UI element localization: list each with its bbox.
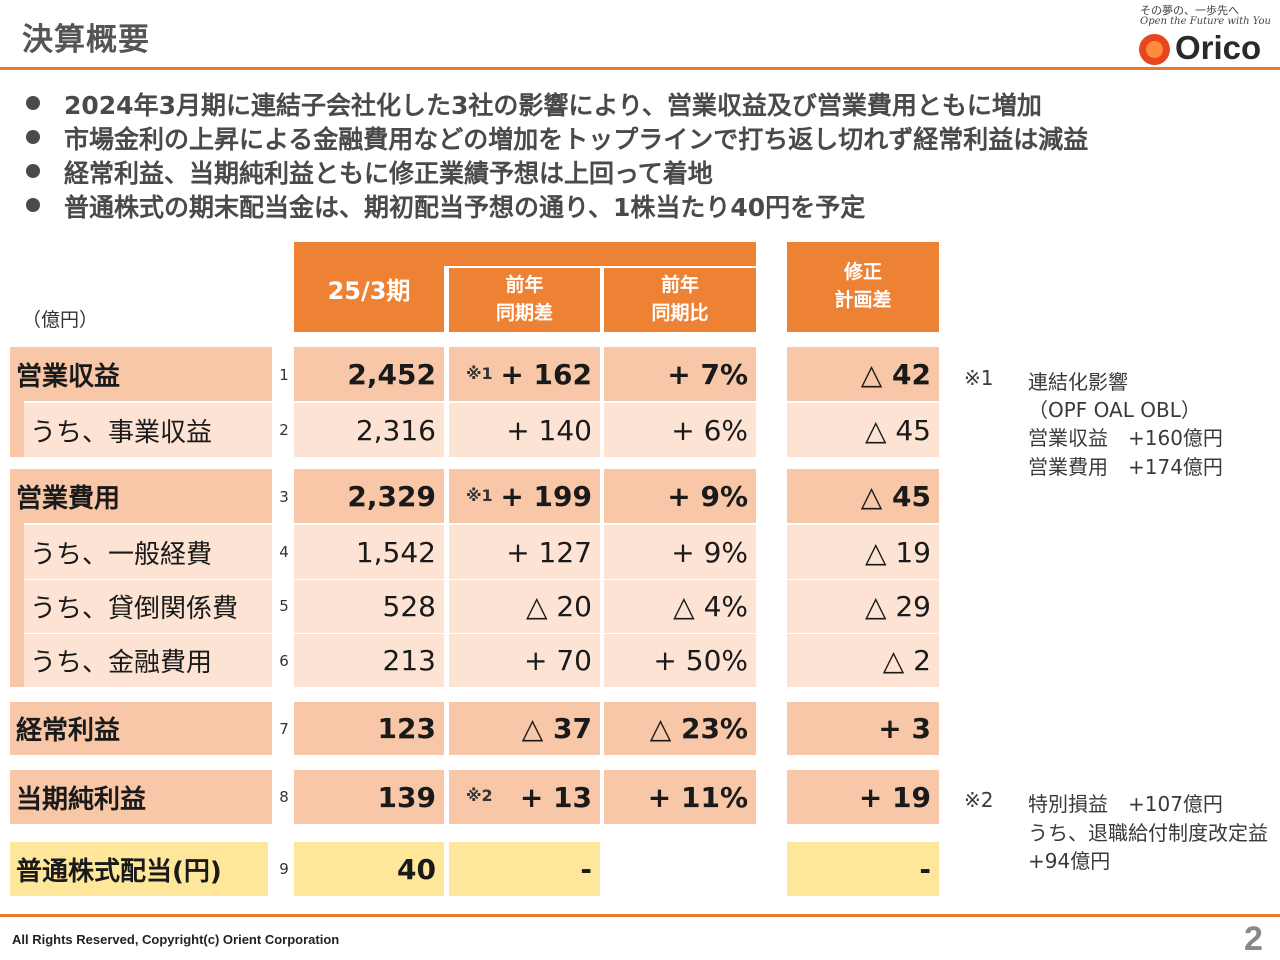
note2-line: +94億円 bbox=[1028, 849, 1111, 873]
brand-tagline-jp: その夢の、一歩先へ bbox=[1140, 4, 1239, 17]
cell-yoy-ratio: + 9% bbox=[604, 525, 756, 579]
row-label: 当期純利益 bbox=[10, 770, 272, 824]
header-yoy-diff-line2: 同期差 bbox=[495, 302, 553, 324]
row-number: 4 bbox=[279, 543, 289, 561]
cell-current: 528 bbox=[294, 580, 444, 633]
note1-mark: ※1 bbox=[964, 366, 994, 390]
row-label: 経常利益 bbox=[10, 702, 272, 755]
cell-yoy-ratio: + 6% bbox=[604, 403, 756, 457]
row-label: うち、貸倒関係費 bbox=[24, 580, 272, 633]
row-number: 9 bbox=[279, 860, 289, 878]
bullet-icon bbox=[26, 164, 40, 178]
cell-yoy-ratio: △ 4% bbox=[604, 580, 756, 633]
cell-plan-diff: - bbox=[787, 842, 939, 896]
header-plan-diff-line1: 修正 bbox=[843, 261, 882, 284]
header-current: 25/3期 bbox=[294, 266, 444, 332]
note2-line: うち、退職給付制度改定益 bbox=[1028, 821, 1268, 845]
page-number: 2 bbox=[1244, 920, 1263, 958]
note1-line: 営業費用 +174億円 bbox=[1028, 455, 1223, 479]
bullet-text: 市場金利の上昇による金融費用などの増加をトップラインで打ち返し切れず経常利益は減… bbox=[64, 125, 1089, 154]
row-label: うち、事業収益 bbox=[24, 403, 272, 457]
cell-yoy-diff: + 199 bbox=[449, 469, 600, 523]
footnote-mark: ※1 bbox=[466, 364, 493, 383]
note1-line: 営業収益 +160億円 bbox=[1028, 426, 1223, 450]
brand-logo-text: Orico bbox=[1175, 29, 1262, 66]
cell-current: 2,316 bbox=[294, 403, 444, 457]
cell-yoy-diff: + 13 bbox=[449, 770, 600, 824]
cell-plan-diff: △ 2 bbox=[787, 634, 939, 687]
cell-current: 139 bbox=[294, 770, 444, 824]
header-yoy-ratio-line2: 同期比 bbox=[651, 302, 709, 324]
header-plan-diff-line2: 計画差 bbox=[834, 289, 892, 311]
cell-current: 2,452 bbox=[294, 347, 444, 401]
row-number: 5 bbox=[279, 597, 289, 615]
cell-yoy-ratio: + 50% bbox=[604, 634, 756, 687]
header-yoy-diff-line1: 前年 bbox=[505, 274, 544, 297]
note2-line: 特別損益 +107億円 bbox=[1028, 792, 1223, 816]
copyright: All Rights Reserved, Copyright(c) Orient… bbox=[12, 932, 340, 947]
page-title: 決算概要 bbox=[22, 22, 150, 58]
row-number: 7 bbox=[279, 720, 289, 738]
row-label: 営業収益 bbox=[10, 347, 272, 401]
footnote-mark: ※2 bbox=[466, 786, 493, 805]
group-bar-expense bbox=[10, 469, 24, 687]
note2-mark: ※2 bbox=[964, 788, 994, 812]
brand-tagline-en: Open the Future with You bbox=[1140, 16, 1271, 27]
cell-yoy-ratio: + 7% bbox=[604, 347, 756, 401]
row-label: うち、一般経費 bbox=[24, 525, 272, 579]
header-plan-diff: 修正 計画差 bbox=[787, 242, 939, 332]
row-label: 営業費用 bbox=[10, 469, 272, 523]
cell-plan-diff: △ 42 bbox=[787, 347, 939, 401]
footer-divider bbox=[0, 914, 1280, 917]
cell-yoy-diff: △ 37 bbox=[449, 702, 600, 755]
orico-logo-inner-icon bbox=[1146, 41, 1163, 58]
cell-current: 40 bbox=[294, 842, 444, 896]
header-yoy-ratio-line1: 前年 bbox=[660, 274, 699, 297]
row-label: うち、金融費用 bbox=[24, 634, 272, 687]
cell-plan-diff: + 3 bbox=[787, 702, 939, 755]
row-label: 普通株式配当(円) bbox=[10, 842, 268, 896]
bullet-icon bbox=[26, 96, 40, 110]
cell-yoy-ratio: △ 23% bbox=[604, 702, 756, 755]
header-divider bbox=[0, 67, 1280, 70]
header-yoy-diff: 前年 同期差 bbox=[449, 268, 600, 332]
bullet-text: 普通株式の期末配当金は、期初配当予想の通り、1株当たり40円を予定 bbox=[64, 193, 866, 222]
cell-plan-diff: △ 45 bbox=[787, 469, 939, 523]
cell-yoy-diff: + 162 bbox=[449, 347, 600, 401]
cell-current: 123 bbox=[294, 702, 444, 755]
cell-yoy-diff: △ 20 bbox=[449, 580, 600, 633]
cell-yoy-diff: + 127 bbox=[449, 525, 600, 579]
header-band bbox=[294, 242, 756, 266]
footnote-mark: ※1 bbox=[466, 486, 493, 505]
cell-yoy-ratio: + 9% bbox=[604, 469, 756, 523]
cell-current: 213 bbox=[294, 634, 444, 687]
bullet-icon bbox=[26, 198, 40, 212]
unit-label: （億円） bbox=[22, 309, 99, 331]
row-number: 2 bbox=[279, 421, 289, 439]
cell-plan-diff: △ 29 bbox=[787, 580, 939, 633]
row-number: 6 bbox=[279, 652, 289, 670]
bullet-text: 2024年3月期に連結子会社化した3社の影響により、営業収益及び営業費用ともに増… bbox=[64, 91, 1042, 120]
cell-yoy-ratio: + 11% bbox=[604, 770, 756, 824]
cell-current: 1,542 bbox=[294, 525, 444, 579]
cell-yoy-diff: - bbox=[449, 842, 600, 896]
cell-plan-diff: △ 19 bbox=[787, 525, 939, 579]
header-yoy-ratio: 前年 同期比 bbox=[604, 268, 756, 332]
cell-yoy-diff: + 70 bbox=[449, 634, 600, 687]
cell-yoy-diff: + 140 bbox=[449, 403, 600, 457]
row-number: 8 bbox=[279, 788, 289, 806]
cell-plan-diff: △ 45 bbox=[787, 403, 939, 457]
note1-line: （OPF OAL OBL） bbox=[1028, 398, 1201, 422]
row-number: 1 bbox=[279, 366, 289, 384]
cell-plan-diff: + 19 bbox=[787, 770, 939, 824]
bullet-icon bbox=[26, 130, 40, 144]
row-number: 3 bbox=[279, 488, 289, 506]
bullet-text: 経常利益、当期純利益ともに修正業績予想は上回って着地 bbox=[64, 159, 713, 188]
note1-line: 連結化影響 bbox=[1028, 370, 1128, 394]
cell-current: 2,329 bbox=[294, 469, 444, 523]
